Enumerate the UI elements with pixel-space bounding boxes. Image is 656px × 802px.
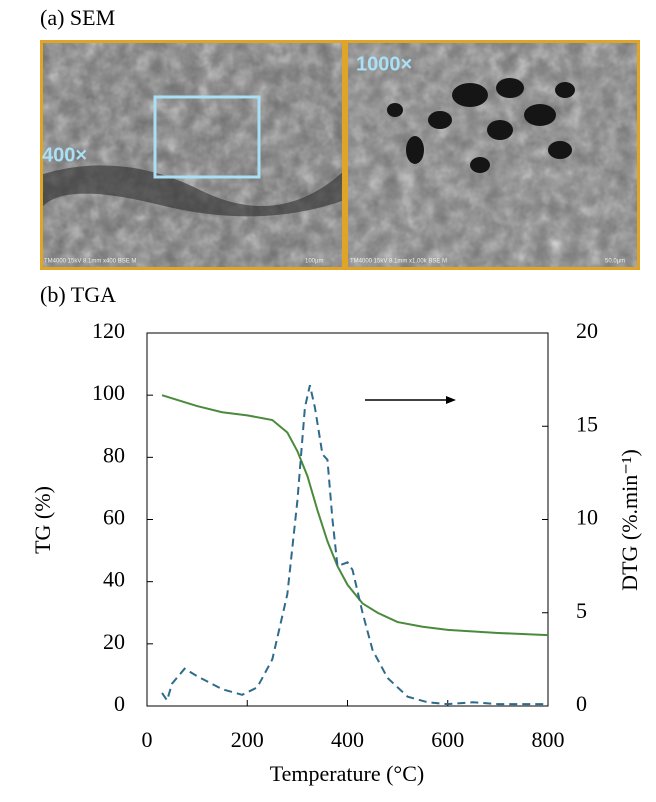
y2-tick-label: 0 — [576, 691, 587, 716]
y-tick-label: 120 — [92, 318, 125, 343]
y2-axis-label: DTG (%.min⁻¹) — [617, 449, 642, 591]
y-tick-label: 80 — [103, 442, 125, 467]
y-tick-label: 100 — [92, 380, 125, 405]
x-tick-label: 600 — [431, 727, 464, 752]
data-line — [162, 395, 548, 635]
sem-image: 1000× TM4000 15kV 8.1mm x1.00k BSE M 50.… — [345, 40, 640, 270]
panel-label: (a) SEM — [40, 5, 115, 30]
magnification: 1000× — [356, 53, 412, 75]
y2-tick-label: 5 — [576, 598, 587, 623]
x-axis-label: Temperature (°C) — [270, 761, 424, 786]
y2-tick-label: 10 — [576, 505, 598, 530]
y-tick-label: 40 — [103, 567, 125, 592]
chart-title: (b) TGA — [40, 282, 116, 307]
scale-label: 50.0µm — [605, 259, 625, 265]
arrow-head — [446, 396, 456, 404]
y-tick-label: 0 — [114, 691, 125, 716]
sem-image: 400× TM4000 15kV 8.1mm x400 BSE M 100µm — [40, 40, 345, 270]
scale-label: 100µm — [305, 259, 323, 265]
y-tick-label: 20 — [103, 629, 125, 654]
image-caption: TM4000 15kV 8.1mm x400 BSE M — [44, 259, 136, 265]
y-axis-label: TG (%) — [30, 486, 55, 554]
x-tick-label: 200 — [231, 727, 264, 752]
data-line — [162, 385, 548, 704]
plot-frame — [147, 333, 548, 706]
x-tick-label: 800 — [532, 727, 565, 752]
x-tick-label: 0 — [142, 727, 153, 752]
magnification: 400× — [42, 144, 87, 166]
y-tick-label: 60 — [103, 505, 125, 530]
x-tick-label: 400 — [331, 727, 364, 752]
image-caption: TM4000 15kV 8.1mm x1.00k BSE M — [350, 259, 447, 265]
y2-tick-label: 15 — [576, 411, 598, 436]
figure: (a) SEM 400× TM4000 15kV 8.1mm x400 BSE … — [0, 0, 656, 802]
y2-tick-label: 20 — [576, 318, 598, 343]
